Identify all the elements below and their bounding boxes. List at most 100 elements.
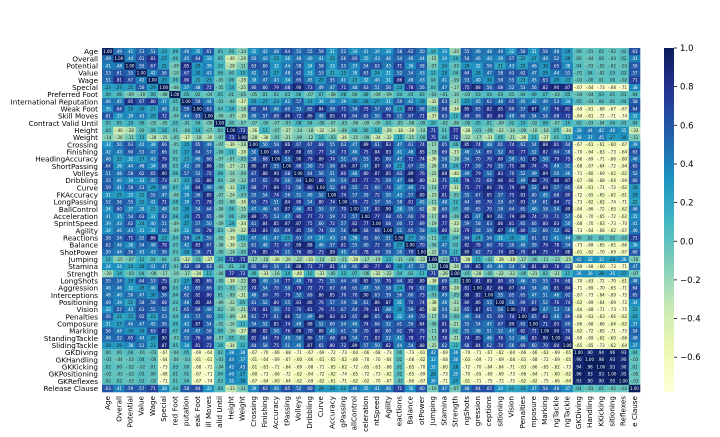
heatmap-cell-value: -.60: [249, 371, 257, 376]
heatmap-cell-value: -.27: [227, 164, 235, 169]
heatmap-cell-value: -.11: [429, 199, 437, 204]
heatmap-cell-value: .05: [217, 92, 224, 97]
heatmap-cell: [314, 205, 327, 214]
heatmap-cell: [258, 370, 271, 378]
heatmap-cell-value: .67: [530, 300, 537, 305]
heatmap-cell: [393, 177, 405, 185]
heatmap-cell: [606, 98, 618, 106]
heatmap-cell: [236, 184, 249, 192]
y-tick-label: LongPassing: [54, 198, 98, 207]
heatmap-cell: [247, 370, 260, 378]
heatmap-cell-value: -.07: [272, 121, 280, 126]
heatmap-cell: [404, 306, 417, 314]
heatmap-cell: [314, 184, 327, 192]
heatmap-cell: [382, 55, 394, 63]
heatmap-cell: [572, 291, 585, 300]
heatmap-cell-value: .64: [284, 49, 291, 54]
y-tick-label: Curve: [77, 183, 99, 192]
heatmap-cell: [314, 327, 327, 335]
heatmap-cell-value: .90: [586, 379, 593, 384]
heatmap-cell: [270, 91, 282, 99]
heatmap-cell-value: .47: [250, 235, 257, 240]
heatmap-cell-value: .87: [160, 343, 167, 348]
heatmap-cell: [617, 306, 630, 314]
heatmap-cell-value: .61: [396, 321, 403, 326]
heatmap-cell: [270, 227, 282, 235]
heatmap-cell: [438, 205, 450, 214]
heatmap-cell-value: .64: [519, 285, 526, 290]
heatmap-cell-value: .65: [441, 142, 448, 147]
heatmap-cell-value: -.30: [238, 113, 246, 118]
heatmap-cell-value: .29: [116, 343, 123, 348]
heatmap-cell-value: .60: [519, 113, 526, 118]
heatmap-cell: [314, 55, 327, 63]
heatmap-cell: [337, 69, 349, 77]
heatmap-cell-value: -.38: [227, 235, 235, 240]
heatmap-cell-value: -.05: [238, 92, 246, 97]
heatmap-cell: [247, 184, 260, 192]
heatmap-cell-value: .41: [317, 56, 324, 61]
heatmap-cell-value: .43: [205, 70, 212, 75]
heatmap-cell: [135, 155, 148, 163]
heatmap-cell-value: .37: [631, 321, 638, 326]
heatmap-cell-value: -.03: [630, 357, 638, 362]
heatmap-cell: [292, 212, 305, 221]
heatmap-cell: [583, 177, 596, 185]
heatmap-cell-value: -.22: [384, 271, 392, 276]
heatmap-cell-value: .23: [396, 85, 403, 90]
heatmap-cell: [471, 212, 484, 221]
heatmap-cell: [505, 277, 518, 285]
heatmap-cell: [539, 155, 551, 163]
heatmap-cell-value: .83: [194, 242, 201, 247]
heatmap-cell-value: -.64: [586, 149, 594, 154]
heatmap-cell: [124, 349, 136, 357]
heatmap-cell: [135, 212, 148, 221]
heatmap-cell: [494, 55, 506, 63]
heatmap-cell-value: .28: [609, 257, 616, 262]
heatmap-cell: [281, 191, 293, 199]
heatmap-cell-value: -.05: [149, 121, 157, 126]
heatmap-cell: [281, 112, 293, 120]
heatmap-cell-value: .56: [138, 85, 145, 90]
heatmap-cell: [415, 112, 428, 120]
heatmap-cell-value: -.09: [227, 293, 235, 298]
heatmap-cell-value: .48: [273, 49, 280, 54]
heatmap-cell-value: .89: [317, 156, 324, 161]
heatmap-cell: [124, 227, 136, 235]
heatmap-cell-value: .42: [183, 164, 190, 169]
heatmap-cell: [393, 384, 405, 393]
heatmap-cell: [292, 341, 305, 350]
heatmap-cell-value: .86: [497, 221, 504, 226]
heatmap-cell-value: -.07: [249, 121, 257, 126]
heatmap-cell-value: .43: [116, 149, 123, 154]
heatmap-cell: [180, 284, 192, 292]
heatmap-cell: [460, 76, 473, 85]
heatmap-cell-value: .04: [429, 85, 436, 90]
heatmap-cell-value: .14: [284, 271, 291, 276]
heatmap-cell-value: 1.00: [215, 121, 224, 126]
heatmap-cell: [483, 198, 495, 206]
heatmap-cell: [404, 356, 417, 364]
heatmap-cell-value: .55: [138, 63, 145, 68]
heatmap-cell-value: .44: [127, 164, 134, 169]
heatmap-cell: [393, 291, 405, 300]
heatmap-cell: [527, 227, 540, 235]
heatmap-cell-value: -.08: [216, 242, 224, 247]
heatmap-cell: [214, 155, 226, 163]
heatmap-cell-value: .45: [149, 178, 156, 183]
heatmap-cell-value: .65: [519, 221, 526, 226]
heatmap-cell: [483, 62, 495, 70]
heatmap-cell-value: -.14: [227, 250, 235, 255]
heatmap-cell: [449, 270, 461, 278]
heatmap-cell: [214, 363, 226, 371]
heatmap-cell-value: .02: [452, 328, 459, 333]
heatmap-cell-value: -.60: [608, 336, 616, 341]
heatmap-cell: [617, 327, 630, 335]
heatmap-cell: [460, 220, 473, 228]
heatmap-cell: [460, 377, 473, 386]
heatmap-cell-value: .81: [194, 343, 201, 348]
heatmap-cell-value: .71: [362, 336, 369, 341]
heatmap-cell-value: .65: [519, 293, 526, 298]
heatmap-cell-value: .74: [340, 192, 347, 197]
heatmap-cell: [483, 220, 495, 228]
